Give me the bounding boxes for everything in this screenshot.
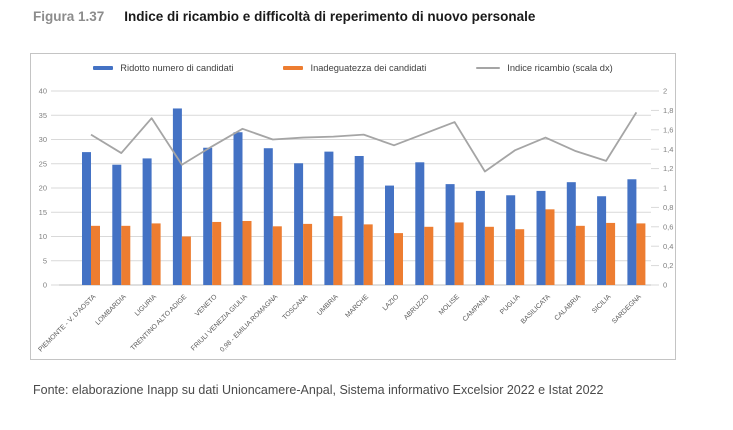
left-axis-tick-label: 35 bbox=[39, 111, 47, 120]
category-label-9: MARCHE bbox=[344, 293, 370, 319]
figure-title-row: Figura 1.37 Indice di ricambio e diffico… bbox=[33, 9, 535, 24]
figure-number: Figura 1.37 bbox=[33, 9, 105, 24]
bar-orange-14 bbox=[515, 229, 525, 285]
category-label-2: LIGURIA bbox=[134, 293, 159, 318]
legend-item-ridotto-numero: Ridotto numero di candidati bbox=[93, 63, 233, 73]
legend-label: Indice ricambio (scala dx) bbox=[507, 63, 613, 73]
bar-blue-14 bbox=[506, 195, 516, 285]
left-axis-tick-label: 15 bbox=[39, 208, 47, 217]
bar-orange-16 bbox=[575, 225, 585, 285]
bar-blue-13 bbox=[475, 190, 485, 285]
bar-blue-18 bbox=[627, 179, 637, 285]
category-label-18: SARDEGNA bbox=[611, 293, 643, 325]
legend-label: Inadeguatezza dei candidati bbox=[310, 63, 427, 73]
right-axis-tick-label: 0,4 bbox=[663, 242, 673, 251]
bar-orange-8 bbox=[333, 216, 343, 285]
category-label-7: TOSCANA bbox=[281, 293, 309, 321]
bar-orange-12 bbox=[454, 222, 464, 285]
left-axis-tick-label: 0 bbox=[43, 281, 47, 290]
right-axis-tick-label: 1,6 bbox=[663, 125, 673, 134]
category-label-17: SICILIA bbox=[591, 293, 613, 315]
bar-orange-11 bbox=[424, 226, 434, 285]
bar-orange-3 bbox=[181, 236, 191, 285]
gray-line-series-marker-icon bbox=[476, 67, 501, 69]
left-axis-tick-label: 10 bbox=[39, 232, 47, 241]
category-label-11: ABRUZZO bbox=[403, 293, 431, 321]
bar-orange-2 bbox=[151, 223, 161, 285]
bar-blue-2 bbox=[142, 158, 152, 285]
bar-blue-11 bbox=[415, 162, 425, 285]
right-axis-tick-label: 1,2 bbox=[663, 164, 673, 173]
category-label-6: 0,98 - EMILIA ROMAGNA bbox=[219, 293, 280, 354]
chart-canvas: 0 5 10 15 20 25 30 35 40 0 0,2 0,4 0,6 0,8 1 1,2 1,4 1,6 1… bbox=[37, 87, 673, 354]
category-label-0: PIEMONTE - V. D'AOSTA bbox=[37, 293, 97, 353]
category-label-14: PUGLIA bbox=[499, 293, 522, 316]
bar-blue-5 bbox=[233, 132, 243, 285]
orange-bar-series-marker-icon bbox=[283, 66, 304, 70]
chart-frame: Ridotto numero di candidati Inadeguatezz… bbox=[30, 53, 676, 360]
bar-orange-9 bbox=[363, 224, 373, 285]
bar-orange-13 bbox=[484, 226, 494, 285]
bar-orange-10 bbox=[394, 233, 403, 285]
bar-blue-9 bbox=[354, 155, 364, 285]
bar-orange-18 bbox=[636, 223, 646, 285]
bar-blue-16 bbox=[566, 182, 576, 285]
left-axis-tick-label: 30 bbox=[39, 135, 47, 144]
bar-orange-6 bbox=[272, 226, 282, 285]
category-label-12: MOLISE bbox=[438, 293, 461, 316]
bar-blue-1 bbox=[112, 164, 122, 285]
category-label-4: VENETO bbox=[194, 293, 219, 318]
bar-orange-17 bbox=[606, 222, 616, 285]
right-axis-tick-label: 0,2 bbox=[663, 261, 673, 270]
bar-blue-15 bbox=[536, 190, 546, 285]
figure-title: Indice di ricambio e difficoltà di reper… bbox=[124, 9, 536, 24]
right-axis-tick-label: 1,4 bbox=[663, 145, 673, 154]
category-label-8: UMBRIA bbox=[316, 293, 340, 317]
bar-orange-1 bbox=[121, 225, 131, 285]
category-label-16: CALABRIA bbox=[553, 293, 582, 322]
right-axis-tick-label: 0,8 bbox=[663, 203, 673, 212]
right-axis-tick-label: 0 bbox=[663, 281, 667, 290]
left-axis-tick-label: 20 bbox=[39, 184, 47, 193]
category-label-3: TRENTINO ALTO ADIGE bbox=[130, 293, 189, 352]
source-note: Fonte: elaborazione Inapp su dati Unionc… bbox=[33, 383, 604, 397]
right-axis-tick-label: 1 bbox=[663, 184, 667, 193]
chart-legend: Ridotto numero di candidati Inadeguatezz… bbox=[31, 63, 675, 73]
left-axis-tick-label: 40 bbox=[39, 87, 47, 96]
bar-blue-0 bbox=[82, 152, 91, 285]
bar-blue-4 bbox=[203, 147, 213, 285]
bar-orange-7 bbox=[303, 223, 313, 285]
legend-item-inadeguatezza: Inadeguatezza dei candidati bbox=[283, 63, 426, 73]
right-axis-tick-label: 2 bbox=[663, 87, 667, 96]
left-axis-tick-label: 5 bbox=[43, 256, 47, 265]
legend-item-indice-ricambio: Indice ricambio (scala dx) bbox=[476, 63, 613, 73]
bar-blue-8 bbox=[324, 151, 334, 285]
bar-blue-12 bbox=[445, 184, 455, 285]
right-axis-tick-label: 1,8 bbox=[663, 106, 673, 115]
bar-blue-3 bbox=[172, 108, 182, 286]
bar-blue-10 bbox=[385, 185, 394, 285]
bar-orange-15 bbox=[545, 209, 555, 285]
category-label-1: LOMBARDIA bbox=[94, 293, 128, 327]
right-axis-tick-label: 0,6 bbox=[663, 222, 673, 231]
bar-orange-5 bbox=[242, 220, 252, 285]
indice-ricambio-line bbox=[90, 111, 638, 173]
bar-blue-6 bbox=[263, 148, 273, 285]
category-label-10: LAZIO bbox=[382, 293, 401, 312]
category-label-5: FRIULI VENEZIA GIULIA bbox=[190, 293, 249, 352]
bar-blue-17 bbox=[597, 196, 607, 285]
legend-label: Ridotto numero di candidati bbox=[120, 63, 234, 73]
category-label-15: BASILICATA bbox=[520, 293, 552, 325]
bar-orange-4 bbox=[212, 221, 222, 285]
category-label-13: CAMPANIA bbox=[462, 293, 492, 323]
bar-orange-0 bbox=[91, 225, 100, 285]
bar-blue-7 bbox=[294, 163, 304, 285]
left-axis-tick-label: 25 bbox=[39, 159, 47, 168]
blue-bar-series-marker-icon bbox=[93, 66, 114, 70]
